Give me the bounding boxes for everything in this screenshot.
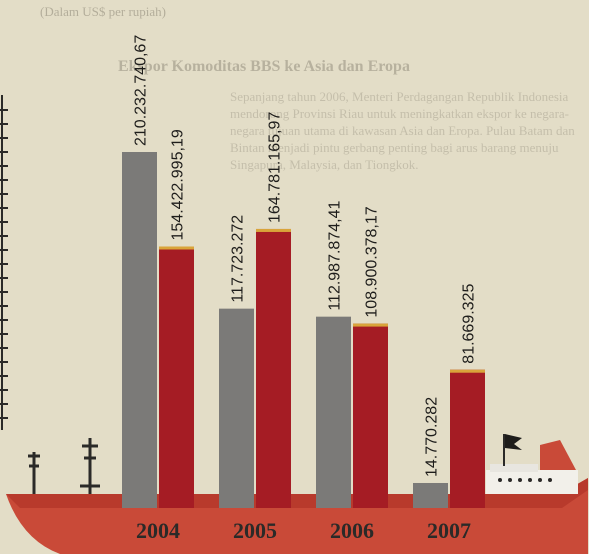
bar-2007-series-2 [450,369,485,508]
value-label-2004-series-1: 210.232.740,67 [133,35,150,146]
value-label-2007-series-2: 81.669.325 [461,284,478,364]
year-label-2007: 2007 [427,518,471,543]
bar-2004-series-1 [122,152,157,508]
value-label-2005-series-1: 117.723.272 [230,215,247,303]
bar-cap-2006 [353,323,388,327]
year-label-2004: 2004 [136,518,180,543]
bar-2005-series-1 [219,308,254,508]
value-label-2005-series-2: 164.781.165,97 [267,112,284,223]
bar-cap-2004 [159,246,194,250]
background-subheading: Ekspor Komoditas BBS ke Asia dan Eropa [118,58,410,75]
background-paragraph: Sepanjang tahun 2006, Menteri Perdaganga… [230,89,575,172]
value-label-2006-series-2: 108.900.378,17 [364,206,381,317]
background-heading: (Dalam US$ per rupiah) [40,4,166,19]
year-label-2005: 2005 [233,518,277,543]
bar-2004-series-2 [159,246,194,508]
bar-2006-series-1 [316,316,351,508]
bar-2005-series-2 [256,228,291,508]
bar-2006-series-2 [353,323,388,508]
value-label-2004-series-2: 154.422.995,19 [170,129,187,240]
bar-2007-series-1 [413,482,448,508]
bar-cap-2007 [450,369,485,373]
flag-icon [503,434,522,466]
value-label-2006-series-1: 112.987.874,41 [327,201,344,311]
year-label-2006: 2006 [330,518,374,543]
mast-icon [28,438,100,496]
value-label-2007-series-1: 14.770.282 [424,397,441,477]
bar-cap-2005 [256,228,291,232]
